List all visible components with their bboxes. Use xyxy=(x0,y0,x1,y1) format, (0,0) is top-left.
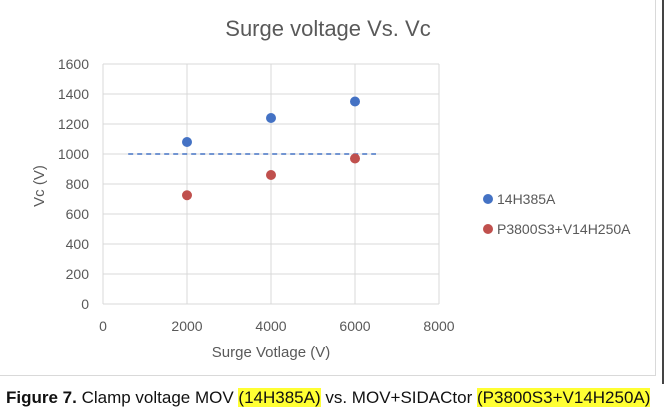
caption-text-2: vs. MOV+SIDACtor xyxy=(320,388,477,407)
data-point xyxy=(266,170,276,180)
legend-label: P3800S3+V14H250A xyxy=(497,221,631,237)
x-tick-label: 2000 xyxy=(171,318,202,334)
x-axis-label: Surge Votlage (V) xyxy=(212,344,330,361)
y-tick-label: 1400 xyxy=(58,86,89,102)
caption-highlight-2: (P3800S3+V14H250A) xyxy=(476,388,651,407)
data-point xyxy=(350,153,360,164)
y-tick-label: 200 xyxy=(66,266,90,282)
data-point xyxy=(182,190,192,201)
y-tick-label: 0 xyxy=(81,296,89,312)
legend-label: 14H385A xyxy=(497,191,556,207)
x-tick-label: 8000 xyxy=(423,318,454,334)
scatter-chart: Surge voltage Vs. Vc 0 200 400 600 800 1000 12… xyxy=(31,16,631,361)
y-tick-label: 1600 xyxy=(58,56,89,72)
x-tick-label: 0 xyxy=(99,318,107,334)
caption-highlight-1: (14H385A) xyxy=(238,388,321,407)
y-tick-label: 1000 xyxy=(58,146,89,162)
caption-label: Figure 7. xyxy=(6,388,77,407)
grid-lines xyxy=(102,63,440,305)
data-point xyxy=(182,137,192,147)
legend-marker xyxy=(483,194,493,204)
figure-caption: Figure 7. Clamp voltage MOV (14H385A) vs… xyxy=(6,388,666,408)
y-axis-label: Vc (V) xyxy=(31,165,48,207)
chart-frame: Surge voltage Vs. Vc 0 200 400 600 800 1000 12… xyxy=(0,0,656,376)
y-tick-label: 800 xyxy=(66,176,90,192)
chart-title: Surge voltage Vs. Vc xyxy=(225,16,430,41)
x-tick-label: 6000 xyxy=(339,318,370,334)
data-points xyxy=(182,96,360,201)
y-tick-label: 1200 xyxy=(58,116,89,132)
caption-text-1: Clamp voltage MOV xyxy=(76,388,239,407)
legend: 14H385A P3800S3+V14H250A xyxy=(483,191,631,237)
page-edge-line xyxy=(662,0,664,384)
data-point xyxy=(350,96,360,107)
legend-marker xyxy=(483,224,493,234)
axis-tick-labels: 0 200 400 600 800 1000 1200 1400 1600 0 2000 4000 60… xyxy=(58,56,455,334)
y-tick-label: 400 xyxy=(66,236,90,252)
y-tick-label: 600 xyxy=(66,206,90,222)
x-tick-label: 4000 xyxy=(255,318,286,334)
data-point xyxy=(266,113,276,123)
